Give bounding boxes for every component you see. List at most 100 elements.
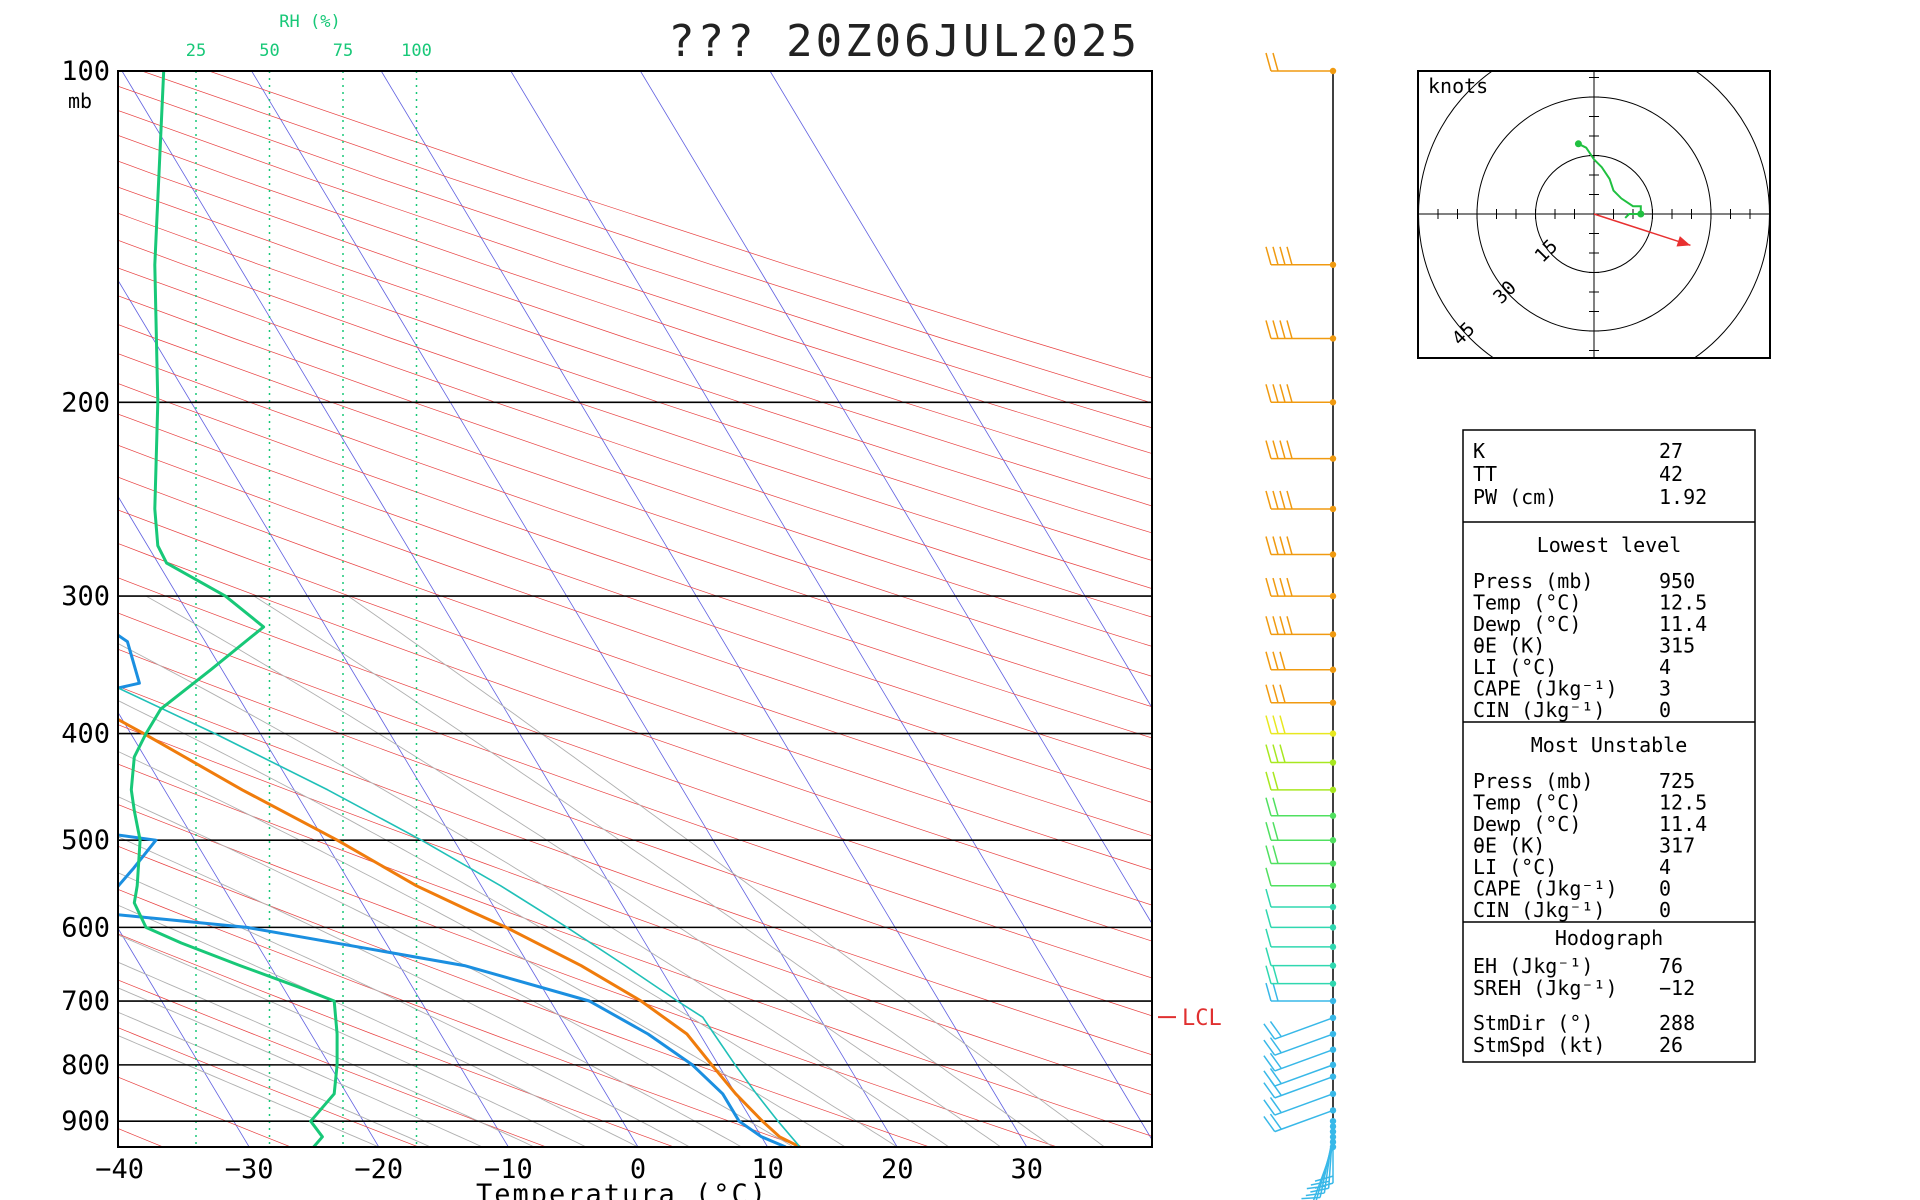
moist-adiabat-line (118, 700, 898, 1147)
hodograph-end-dot (1637, 210, 1645, 218)
wind-barb-flag (1301, 1196, 1321, 1200)
rh-line-label: 25 (186, 41, 206, 61)
index-label: Temp (°C) (1473, 591, 1581, 615)
wind-level-dot (1329, 1030, 1337, 1038)
wind-level-dot (1329, 592, 1337, 600)
wind-barb-flag (1263, 1055, 1276, 1072)
wind-level-dot (1329, 812, 1337, 819)
dry-adiabat-line (118, 612, 1152, 979)
dry-adiabat-line (118, 933, 675, 1147)
rh-profile-line (129, 71, 339, 1147)
temperature-tick-label: 20 (881, 1154, 914, 1185)
wind-barb-flag (1265, 744, 1272, 763)
index-value: 0 (1659, 698, 1671, 722)
plot-frame (117, 70, 1153, 1148)
wind-barb-flag (1272, 965, 1279, 984)
wind-barb-flag (1265, 52, 1272, 72)
wind-level-dot (1329, 1117, 1337, 1125)
wind-level-dot (1329, 786, 1337, 794)
rh-line-labels: 25 50 75 100 (186, 41, 432, 61)
lcl-label: LCL (1182, 1006, 1222, 1031)
temperature-tick-label: 0 (630, 1154, 646, 1185)
pressure-axis: 100 200 300 400 500 600 700 800 900 (61, 56, 110, 1137)
wind-level-dot (1329, 730, 1337, 737)
wind-level-dot (1329, 759, 1337, 766)
wind-barb-flag (1272, 771, 1279, 791)
wind-level-dot (1329, 505, 1337, 513)
moist-adiabat-line (118, 987, 483, 1147)
hodograph-trace (1574, 140, 1691, 247)
indices-section-heading: Most Unstable (1531, 733, 1688, 757)
lcl-marker: LCL (1158, 1006, 1222, 1031)
wind-barb-flag (1263, 1070, 1276, 1087)
wind-level-dot (1329, 1073, 1337, 1080)
index-label: CIN (Jkg⁻¹) (1473, 898, 1605, 922)
dry-adiabat-line (118, 804, 1058, 1147)
index-value: 725 (1659, 769, 1695, 793)
wind-barb-flag (1265, 965, 1272, 984)
wind-barb-flag (1272, 845, 1279, 864)
temperature-axis: −40 −30 −20 −10 0 10 20 30 (95, 1154, 1043, 1185)
wind-barb-flag (1269, 1037, 1282, 1054)
index-value: 11.4 (1659, 812, 1707, 836)
temperature-tick-label: −30 (225, 1154, 274, 1185)
wind-level-dot (1329, 551, 1337, 558)
moist-adiabat-line (118, 750, 846, 1147)
wind-barb-flag (1286, 490, 1293, 510)
wind-barb-flag (1310, 1180, 1330, 1186)
index-label: K (1473, 439, 1485, 463)
hodograph-start-dot (1574, 140, 1582, 148)
index-label: Temp (°C) (1473, 791, 1581, 815)
wind-barb-flag (1269, 1052, 1282, 1069)
dry-adiabat-line (118, 186, 1152, 534)
index-value: 42 (1659, 462, 1683, 486)
pressure-tick-label: 700 (61, 986, 110, 1017)
wind-barb-flag (1263, 1023, 1276, 1040)
wind-barb-flag (1286, 536, 1293, 555)
index-value: 11.4 (1659, 612, 1707, 636)
storm-motion-vector (1593, 213, 1691, 247)
dry-adiabat-line (118, 1027, 419, 1147)
index-label: EH (Jkg⁻¹) (1473, 954, 1593, 978)
wind-barb-flag (1272, 320, 1279, 339)
moist-adiabat-line (253, 595, 1053, 1147)
wind-barb-shaft (1274, 1064, 1334, 1087)
wind-barb-flag (1265, 909, 1272, 928)
wind-barb-flag (1269, 1097, 1282, 1114)
wind-barb-flag (1310, 1187, 1329, 1193)
index-label: Press (mb) (1473, 569, 1593, 593)
wind-barb-flag (1286, 616, 1293, 635)
wind-level-dot (1329, 1046, 1337, 1053)
index-label: CAPE (Jkg⁻¹) (1473, 677, 1618, 701)
isotherm-line (251, 71, 898, 1147)
moist-adiabat-line (145, 595, 1002, 1147)
wind-barb-flag (1265, 822, 1272, 841)
wind-level-dot (1329, 837, 1337, 844)
moist-adiabat-line (118, 872, 691, 1147)
wind-barb-flag (1279, 246, 1286, 265)
dry-adiabat-line (118, 239, 1152, 589)
wind-level-dot (1329, 1090, 1337, 1098)
hodograph-units: knots (1428, 74, 1488, 98)
isobar-lines (118, 401, 1152, 1122)
wind-level-dot (1329, 1014, 1337, 1022)
wind-barb-profile (1263, 52, 1337, 1200)
wind-barb-flag (1279, 715, 1286, 734)
moist-adiabat-line (118, 934, 587, 1147)
wind-level-dot (1329, 882, 1337, 889)
dry-adiabat-line (118, 160, 1152, 507)
wind-level-dot (1329, 261, 1337, 268)
index-value: 12.5 (1659, 791, 1707, 815)
index-label: θE (K) (1473, 834, 1545, 858)
index-value: 27 (1659, 439, 1683, 463)
wind-barb-flag (1265, 867, 1272, 886)
moist-adiabat-line (118, 1035, 379, 1147)
moist-adiabat-line (118, 1011, 431, 1147)
wind-barb-flag (1272, 651, 1279, 670)
isotherm-line (640, 71, 1152, 925)
pressure-tick-label: 300 (61, 581, 110, 612)
wind-barb-shaft (1274, 1017, 1334, 1040)
index-value: 12.5 (1659, 591, 1707, 615)
dry-adiabat-line (118, 648, 1152, 1017)
